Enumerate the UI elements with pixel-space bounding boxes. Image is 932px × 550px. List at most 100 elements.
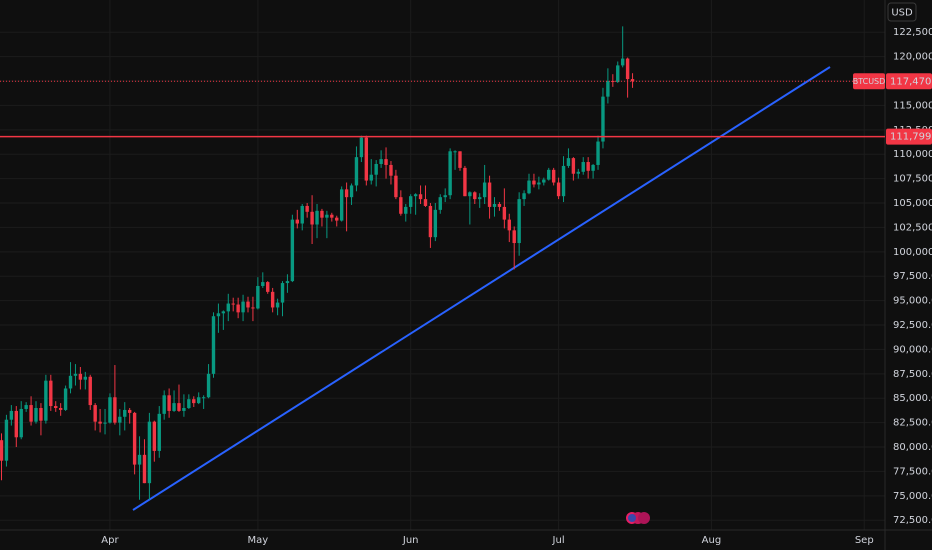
flag-inner <box>628 514 636 522</box>
candle-body <box>620 58 625 66</box>
candle-body <box>433 209 438 238</box>
candle-body <box>231 303 235 305</box>
y-tick-label: 87,500.0 <box>893 369 932 380</box>
candle-body <box>369 174 373 181</box>
candle-body <box>162 395 166 414</box>
candle-body <box>532 180 536 185</box>
candle-body <box>44 380 48 421</box>
candle-body <box>182 407 186 411</box>
y-tick-label: 82,500.0 <box>893 418 932 429</box>
candle-body <box>39 407 43 421</box>
level-label: 111,799.6 <box>890 132 932 143</box>
y-tick-label: 102,500.0 <box>893 222 932 233</box>
candle-body <box>379 159 383 164</box>
candle-body <box>537 182 541 185</box>
candle-body <box>502 206 507 220</box>
candle-body <box>211 316 216 374</box>
candle-body <box>49 380 53 407</box>
candle-body <box>448 151 452 196</box>
candle-body <box>29 405 33 422</box>
candle-body <box>172 403 176 411</box>
currency[interactable]: USD <box>891 8 913 19</box>
candle-body <box>364 137 369 181</box>
y-tick-label: 80,000.0 <box>893 442 932 453</box>
candle-body <box>246 301 250 308</box>
candle-body <box>487 182 492 207</box>
candle-body <box>547 169 551 180</box>
candle-body <box>561 165 566 197</box>
candle-body <box>458 151 462 168</box>
candle-body <box>394 175 398 198</box>
candle-body <box>389 164 393 176</box>
candle-body <box>399 197 403 214</box>
candle-body <box>103 422 107 424</box>
candle-body <box>201 397 206 399</box>
candle-body <box>14 410 18 438</box>
candle-body <box>601 96 605 142</box>
candle-body <box>542 179 546 183</box>
candle-body <box>473 192 477 200</box>
flag[interactable] <box>638 512 650 524</box>
candle-body <box>123 409 127 417</box>
candle-body <box>330 214 334 218</box>
candle-body <box>24 405 28 409</box>
y-tick-label: 92,500.0 <box>893 320 932 331</box>
currency-box[interactable] <box>887 2 917 22</box>
candle-body <box>463 167 467 197</box>
candle-body <box>300 205 304 224</box>
candle-body <box>512 230 516 244</box>
candle-body <box>320 210 324 218</box>
candle-body <box>497 203 502 207</box>
candle-body <box>280 283 285 303</box>
candle-body <box>192 399 196 404</box>
candle-body <box>468 192 472 197</box>
y-tick-label: 85,000.0 <box>893 393 932 404</box>
candle-body <box>63 388 68 410</box>
candle-body <box>596 141 600 165</box>
candle-body <box>275 302 280 308</box>
candle-body <box>290 219 295 282</box>
x-tick-label: Jun <box>402 535 419 546</box>
event-flags[interactable] <box>626 512 650 524</box>
candle-body <box>157 413 161 451</box>
candle-body <box>88 376 92 406</box>
candle-body <box>581 162 585 172</box>
candle-body <box>374 163 378 175</box>
candle-body <box>19 408 23 438</box>
candle-body <box>305 205 309 212</box>
candle-body <box>315 210 319 225</box>
candle-body <box>453 151 457 153</box>
y-tick-label: 107,500.0 <box>893 174 932 185</box>
candle-body <box>616 65 620 82</box>
x-tick-label: Jul <box>552 535 565 546</box>
candle-body <box>413 194 418 197</box>
candle-body <box>438 197 442 210</box>
candle-body <box>384 159 388 165</box>
y-tick-label: 95,000.0 <box>893 296 932 307</box>
candle-body <box>147 421 152 484</box>
candle-body <box>261 282 265 286</box>
candle-body <box>423 199 428 206</box>
candle-body <box>83 376 88 380</box>
candle-body <box>127 409 132 413</box>
last-price-label: 117,470.0 <box>890 76 932 87</box>
candle-body <box>73 373 78 376</box>
candle-body <box>187 399 191 408</box>
y-tick-label: 110,000.0 <box>893 149 932 160</box>
symbol-label: BTCUSD <box>853 77 886 86</box>
candle-body <box>221 311 226 314</box>
candle-body <box>266 282 270 292</box>
candle-body <box>335 217 339 221</box>
trendline <box>132 66 831 511</box>
candle-body <box>167 395 171 411</box>
y-tick-label: 97,500.0 <box>893 271 932 282</box>
candle-body <box>54 406 58 408</box>
candle-body <box>527 180 531 194</box>
symbol-tag <box>853 73 885 90</box>
candle-body <box>295 219 299 224</box>
x-tick-label: May <box>248 535 269 546</box>
candle-body <box>443 195 447 198</box>
candle-body <box>251 307 255 309</box>
